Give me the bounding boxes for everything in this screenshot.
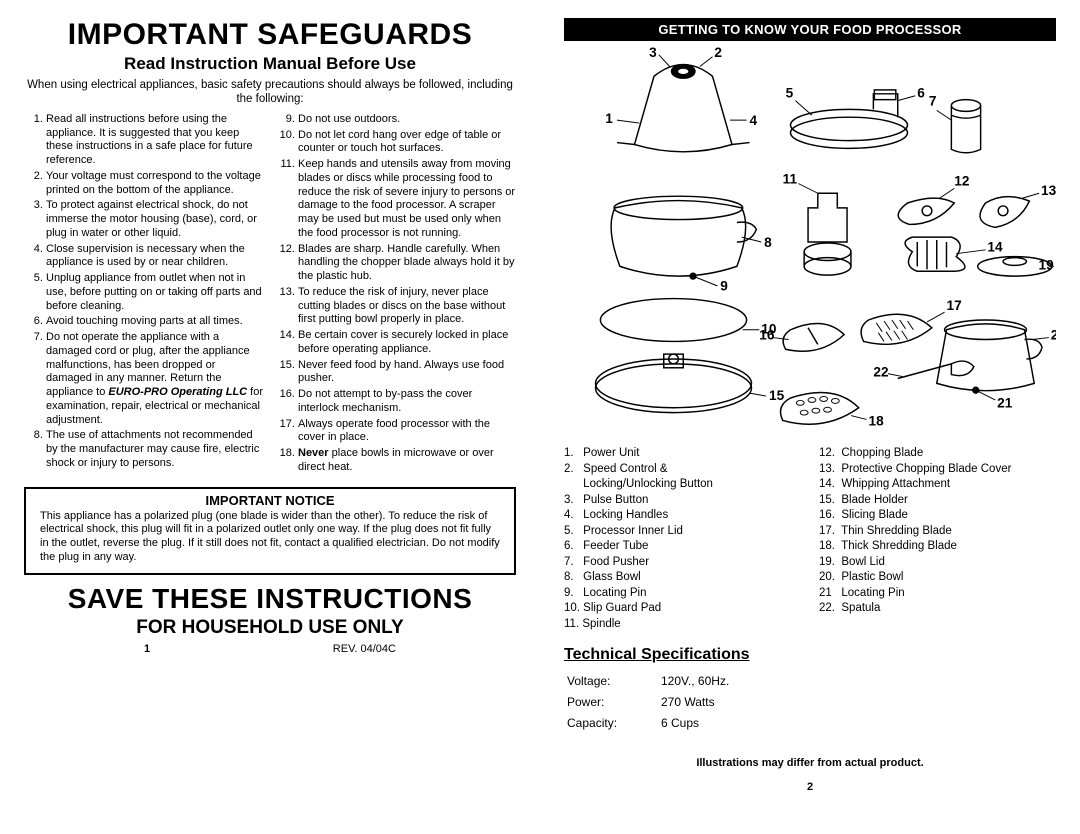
- parts-item: 5. Processor Inner Lid: [564, 524, 801, 540]
- parts-item: 19. Bowl Lid: [819, 555, 1056, 571]
- svg-text:15: 15: [769, 388, 785, 403]
- spec-row: Voltage:120V., 60Hz.: [566, 672, 730, 691]
- safeguard-item: Never place bowls in microwave or over d…: [298, 447, 516, 475]
- safeguard-item: Never feed food by hand. Always use food…: [298, 359, 516, 387]
- safeguards-subtitle: Read Instruction Manual Before Use: [24, 54, 516, 74]
- safeguard-item: Unplug appliance from outlet when not in…: [46, 272, 264, 313]
- safeguard-item: Blades are sharp. Handle carefully. When…: [298, 243, 516, 284]
- important-notice-box: IMPORTANT NOTICE This appliance has a po…: [24, 487, 516, 575]
- svg-text:18: 18: [869, 413, 885, 428]
- parts-item: 16. Slicing Blade: [819, 508, 1056, 524]
- parts-col-1: 1. Power Unit2. Speed Control & Locking/…: [564, 446, 801, 632]
- tech-specs-title: Technical Specifications: [564, 646, 1056, 664]
- svg-text:8: 8: [764, 235, 772, 250]
- svg-text:17: 17: [947, 298, 962, 313]
- svg-text:21: 21: [997, 396, 1013, 411]
- safeguards-list-2: Do not use outdoors. Do not let cord hang…: [276, 113, 516, 475]
- safeguard-item: Be certain cover is securely locked in p…: [298, 329, 516, 357]
- right-page: GETTING TO KNOW YOUR FOOD PROCESSOR: [540, 0, 1080, 834]
- safeguards-col-2: Do not use outdoors. Do not let cord hang…: [276, 113, 516, 477]
- safeguard-item: To reduce the risk of injury, never plac…: [298, 286, 516, 327]
- illustration-note: Illustrations may differ from actual pro…: [564, 757, 1056, 769]
- svg-text:19: 19: [1039, 257, 1055, 272]
- svg-text:1: 1: [605, 111, 613, 126]
- safeguard-item: Keep hands and utensils away from moving…: [298, 158, 516, 241]
- notice-body: This appliance has a polarized plug (one…: [40, 510, 500, 565]
- parts-item: 12. Chopping Blade: [819, 446, 1056, 462]
- svg-text:4: 4: [750, 113, 758, 128]
- svg-text:2: 2: [714, 47, 722, 60]
- parts-item: 7. Food Pusher: [564, 555, 801, 571]
- footer-left: 1 REV. 04/04C: [24, 643, 516, 655]
- save-instructions: SAVE THESE INSTRUCTIONS: [24, 583, 516, 615]
- page-number-2: 2: [564, 781, 1056, 793]
- parts-item: 8. Glass Bowl: [564, 570, 801, 586]
- parts-item: 9. Locating Pin: [564, 586, 801, 602]
- safeguard-item: Read all instructions before using the a…: [46, 113, 264, 168]
- getting-to-know-banner: GETTING TO KNOW YOUR FOOD PROCESSOR: [564, 18, 1056, 41]
- parts-item: 21 Locating Pin: [819, 586, 1056, 602]
- revision: REV. 04/04C: [333, 643, 396, 655]
- safeguard-item: Close supervision is necessary when the …: [46, 243, 264, 271]
- svg-text:12: 12: [954, 173, 970, 188]
- safeguards-columns: Read all instructions before using the a…: [24, 113, 516, 477]
- safeguard-item: Do not operate the appliance with a dama…: [46, 331, 264, 427]
- svg-text:11: 11: [783, 172, 798, 187]
- safeguard-item: Always operate food processor with the c…: [298, 418, 516, 446]
- safeguard-item: Your voltage must correspond to the volt…: [46, 170, 264, 198]
- parts-item: Locking/Unlocking Button: [564, 477, 801, 493]
- parts-item: 18. Thick Shredding Blade: [819, 539, 1056, 555]
- tech-specs-table: Voltage:120V., 60Hz. Power:270 Watts Capac…: [564, 670, 732, 734]
- svg-text:3: 3: [649, 47, 657, 60]
- svg-text:13: 13: [1041, 183, 1056, 198]
- spec-row: Capacity:6 Cups: [566, 714, 730, 733]
- svg-text:7: 7: [929, 94, 937, 109]
- svg-text:16: 16: [759, 327, 775, 342]
- svg-text:14: 14: [987, 240, 1003, 255]
- safeguards-list-1: Read all instructions before using the a…: [24, 113, 264, 471]
- notice-title: IMPORTANT NOTICE: [40, 493, 500, 508]
- svg-text:22: 22: [873, 365, 889, 380]
- safeguard-item: Avoid touching moving parts at all times…: [46, 315, 264, 329]
- household-only: FOR HOUSEHOLD USE ONLY: [24, 617, 516, 639]
- safeguard-item: Do not attempt to by-pass the cover inte…: [298, 388, 516, 416]
- parts-item: 22. Spatula: [819, 601, 1056, 617]
- safeguards-col-1: Read all instructions before using the a…: [24, 113, 264, 477]
- parts-item: 14. Whipping Attachment: [819, 477, 1056, 493]
- safeguards-title: IMPORTANT SAFEGUARDS: [24, 18, 516, 52]
- parts-item: 1. Power Unit: [564, 446, 801, 462]
- parts-legend: 1. Power Unit2. Speed Control & Locking/…: [564, 446, 1056, 632]
- parts-item: 10. Slip Guard Pad: [564, 601, 801, 617]
- spec-row: Power:270 Watts: [566, 693, 730, 712]
- parts-item: 11. Spindle: [564, 617, 801, 633]
- parts-item: 3. Pulse Button: [564, 493, 801, 509]
- safeguard-item: To protect against electrical shock, do …: [46, 199, 264, 240]
- parts-item: 13. Protective Chopping Blade Cover: [819, 462, 1056, 478]
- parts-item: 4. Locking Handles: [564, 508, 801, 524]
- safeguard-item: Do not let cord hang over edge of table …: [298, 129, 516, 157]
- parts-item: 20. Plastic Bowl: [819, 570, 1056, 586]
- parts-item: 15. Blade Holder: [819, 493, 1056, 509]
- parts-col-2: 12. Chopping Blade13. Protective Choppin…: [819, 446, 1056, 632]
- svg-text:9: 9: [720, 279, 728, 294]
- svg-text:6: 6: [917, 86, 925, 101]
- intro-text: When using electrical appliances, basic …: [24, 78, 516, 107]
- svg-text:5: 5: [786, 86, 794, 101]
- page-spread: IMPORTANT SAFEGUARDS Read Instruction Ma…: [0, 0, 1080, 834]
- parts-item: 17. Thin Shredding Blade: [819, 524, 1056, 540]
- parts-diagram: 1 2 3 4 5 6 7 8 9 10 11 12 13 14 15 16 1…: [564, 47, 1056, 437]
- page-number-1: 1: [144, 643, 150, 655]
- safeguard-item: The use of attachments not recommended b…: [46, 429, 264, 470]
- parts-item: 2. Speed Control &: [564, 462, 801, 478]
- parts-item: 6. Feeder Tube: [564, 539, 801, 555]
- safeguard-item: Do not use outdoors.: [298, 113, 516, 127]
- left-page: IMPORTANT SAFEGUARDS Read Instruction Ma…: [0, 0, 540, 834]
- svg-text:20: 20: [1051, 327, 1056, 342]
